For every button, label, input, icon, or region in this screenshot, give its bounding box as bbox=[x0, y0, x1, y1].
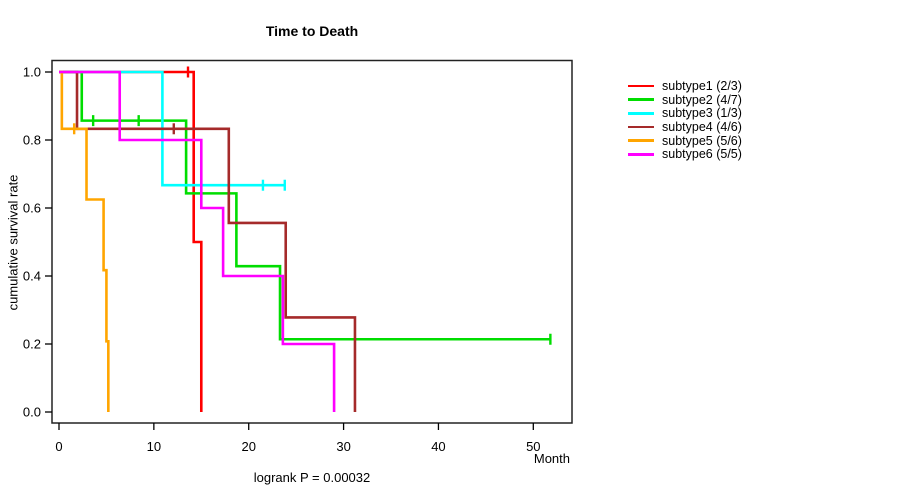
x-axis-label: Month bbox=[533, 451, 570, 466]
legend-item-subtype5: subtype5 (5/6) bbox=[628, 134, 742, 148]
x-tick-label: 30 bbox=[336, 439, 350, 454]
legend-line-icon bbox=[628, 84, 654, 88]
survival-curve-group-1 bbox=[59, 66, 203, 412]
legend-item-subtype6: subtype6 (5/5) bbox=[628, 147, 742, 161]
y-tick-label: 0.0 bbox=[23, 405, 41, 420]
x-tick-label: 10 bbox=[147, 439, 161, 454]
survival-curve-group-2 bbox=[59, 70, 552, 345]
x-tick-label: 50 bbox=[526, 439, 540, 454]
chart-title: Time to Death bbox=[265, 23, 359, 39]
legend: subtype1 (2/3) subtype2 (4/7) subtype3 (1/… bbox=[628, 79, 742, 161]
survival-curve-subtype1 bbox=[59, 70, 203, 412]
y-tick-label: 0.2 bbox=[23, 337, 41, 352]
y-tick-label: 0.4 bbox=[23, 269, 41, 284]
legend-line-icon bbox=[628, 125, 654, 129]
y-tick-label: 1.0 bbox=[23, 65, 41, 80]
y-axis-label: cumulative survival rate bbox=[5, 174, 21, 311]
survival-curve-subtype4 bbox=[59, 70, 357, 412]
y-tick-label: 0.8 bbox=[23, 133, 41, 148]
legend-line-icon bbox=[628, 98, 654, 101]
legend-label: subtype1 (2/3) bbox=[662, 78, 742, 93]
x-axis: 0 10 20 30 40 50 bbox=[55, 423, 541, 454]
survival-curve-subtype2 bbox=[59, 70, 551, 341]
survival-curve-subtype5 bbox=[59, 70, 110, 412]
y-axis: 0.0 0.2 0.4 0.6 0.8 1.0 bbox=[23, 65, 52, 420]
survival-curve-group-3 bbox=[59, 70, 286, 191]
legend-label: subtype5 (5/6) bbox=[662, 133, 742, 148]
survival-curve-group-4 bbox=[59, 70, 357, 412]
legend-label: subtype6 (5/5) bbox=[662, 147, 742, 162]
x-tick-label: 40 bbox=[431, 439, 445, 454]
legend-line-icon bbox=[628, 111, 654, 115]
legend-item-subtype1: subtype1 (2/3) bbox=[628, 79, 742, 93]
survival-curve-subtype6 bbox=[59, 70, 336, 412]
plot-frame bbox=[51, 59, 573, 424]
legend-line-icon bbox=[628, 139, 654, 142]
legend-item-subtype2: subtype2 (4/7) bbox=[628, 93, 742, 107]
legend-item-subtype4: subtype4 (4/6) bbox=[628, 120, 742, 134]
survival-curve-group-5 bbox=[59, 70, 110, 412]
survival-curve-group-6 bbox=[59, 70, 336, 412]
legend-item-subtype3: subtype3 (1/3) bbox=[628, 106, 742, 120]
y-tick-label: 0.6 bbox=[23, 201, 41, 216]
legend-label: subtype3 (1/3) bbox=[662, 106, 742, 121]
x-tick-label: 0 bbox=[55, 439, 62, 454]
legend-label: subtype4 (4/6) bbox=[662, 119, 742, 134]
legend-label: subtype2 (4/7) bbox=[662, 92, 742, 107]
logrank-p-value: logrank P = 0.00032 bbox=[253, 470, 371, 485]
legend-line-icon bbox=[628, 152, 654, 156]
x-tick-label: 20 bbox=[241, 439, 255, 454]
